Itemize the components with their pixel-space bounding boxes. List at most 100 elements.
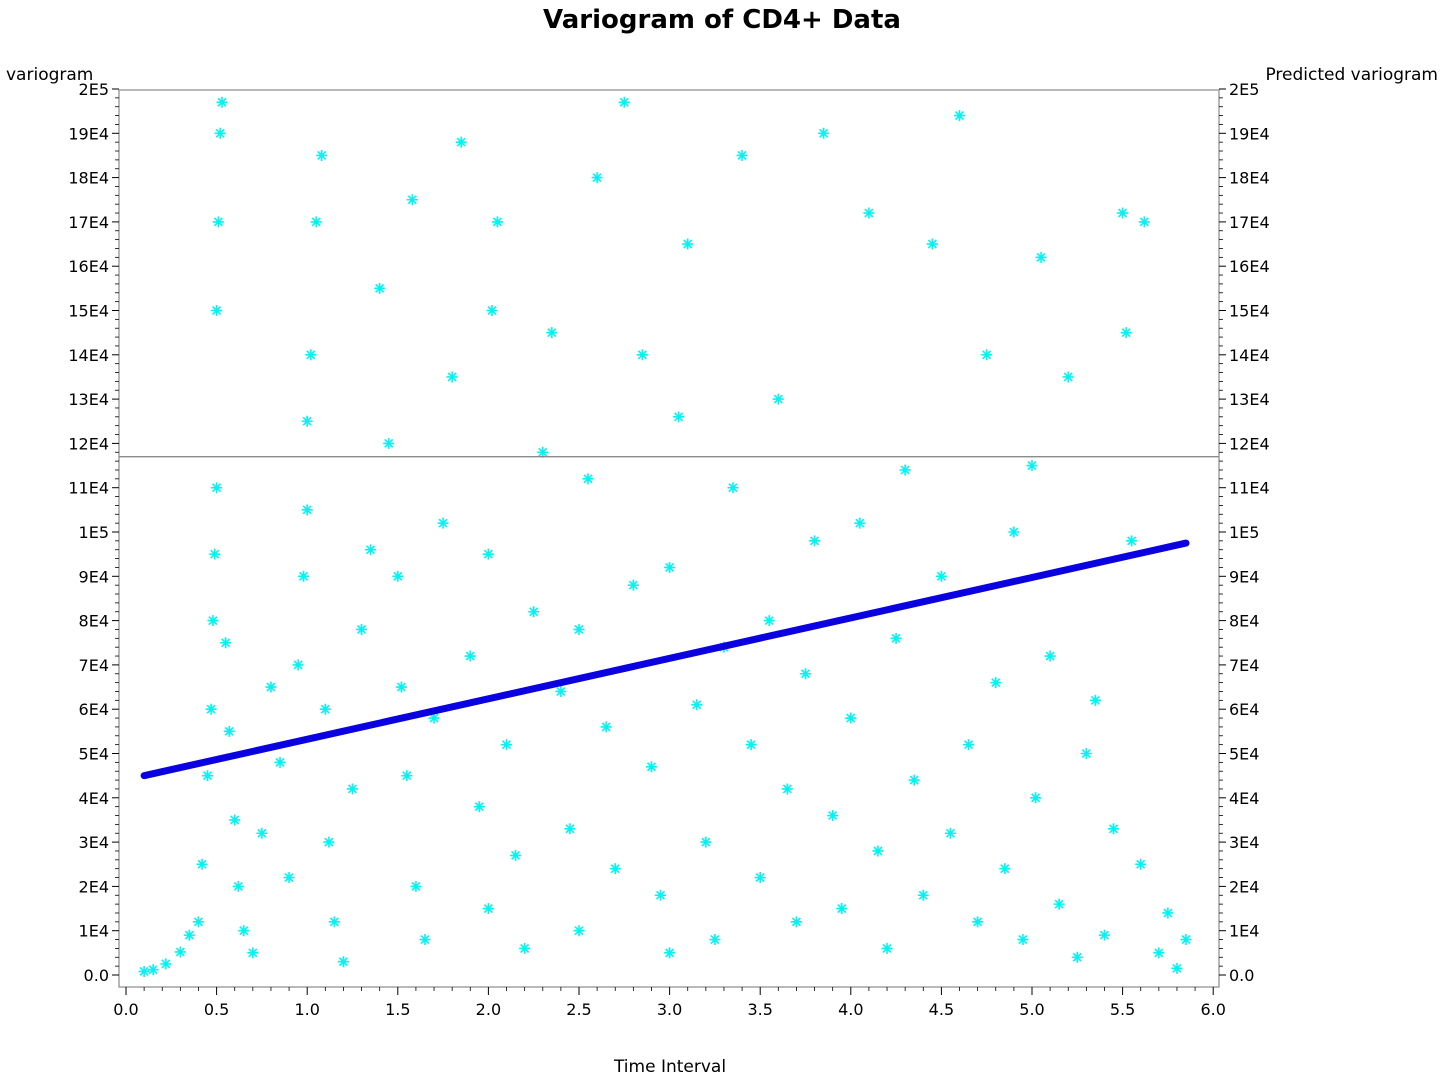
scatter-point (1117, 207, 1129, 219)
scatter-point (1035, 251, 1047, 263)
x-tick-label: 3.5 (747, 1000, 772, 1019)
scatter-point (1062, 371, 1074, 383)
scatter-point (673, 411, 685, 423)
scatter-point (214, 127, 226, 139)
y-axis-title: variogram (6, 65, 93, 85)
scatter-point (519, 942, 531, 954)
scatter-point (954, 110, 966, 122)
scatter-point (564, 823, 576, 835)
scatter-point (781, 783, 793, 795)
scatter-point (872, 845, 884, 857)
scatter-points (138, 96, 1192, 977)
x-axis-ticks: 0.0 0.5 1.0 1.5 2.0 2.5 3.0 3.5 4.0 4.5 5.0 5.5 6.0 (113, 987, 1226, 1019)
scatter-point (1138, 216, 1150, 228)
y-tick-label-left: 6E4 (79, 700, 109, 719)
scatter-point (347, 783, 358, 795)
scatter-point (211, 305, 223, 316)
scatter-point (609, 863, 621, 875)
scatter-point (573, 623, 585, 635)
scatter-point (600, 721, 612, 733)
scatter-point (736, 149, 748, 161)
scatter-point (935, 570, 947, 582)
scatter-point (881, 942, 893, 954)
scatter-point (238, 925, 250, 937)
scatter-point (682, 238, 694, 250)
scatter-point (1017, 934, 1029, 946)
scatter-point (265, 681, 277, 693)
scatter-point (636, 349, 648, 361)
scatter-point (990, 677, 1002, 689)
y-tick-label-right: 14E4 (1229, 346, 1270, 365)
scatter-point (510, 849, 522, 861)
y-tick-label-right: 19E4 (1229, 124, 1270, 143)
scatter-point (256, 827, 268, 839)
scatter-point (999, 863, 1011, 875)
scatter-point (1053, 898, 1065, 910)
y-tick-label-left: 5E4 (79, 745, 109, 764)
scatter-point (365, 544, 377, 556)
y-tick-label-left: 19E4 (68, 124, 109, 143)
y-tick-label-left: 0.0 (84, 966, 109, 985)
x-tick-label: 5.0 (1019, 1000, 1044, 1019)
y-tick-label-right: 0.0 (1229, 966, 1254, 985)
y-tick-label-right: 2E5 (1229, 80, 1259, 99)
scatter-point (591, 172, 603, 184)
scatter-point (482, 903, 494, 915)
scatter-point (419, 934, 431, 946)
scatter-point (763, 615, 775, 627)
x-tick-label: 2.0 (476, 1000, 501, 1019)
scatter-point (618, 96, 630, 108)
scatter-point (745, 739, 757, 751)
scatter-point (211, 482, 223, 494)
scatter-point (501, 739, 513, 751)
scatter-point (232, 880, 244, 892)
scatter-point (1098, 929, 1110, 941)
x-tick-label: 0.5 (204, 1000, 229, 1019)
scatter-point (310, 216, 322, 228)
scatter-point (890, 632, 902, 644)
scatter-point (691, 699, 703, 711)
scatter-point (555, 685, 567, 697)
scatter-point (1135, 858, 1147, 870)
scatter-point (645, 761, 657, 773)
y-tick-label-right: 17E4 (1229, 213, 1270, 232)
y-tick-label-left: 1E4 (79, 922, 109, 941)
scatter-point (1120, 327, 1132, 339)
y-tick-label-right: 5E4 (1229, 745, 1259, 764)
scatter-point (981, 349, 993, 361)
scatter-point (1080, 748, 1092, 759)
scatter-point (207, 615, 219, 627)
minor-ticks (115, 97, 1223, 991)
scatter-point (963, 739, 975, 751)
scatter-point (491, 216, 503, 228)
scatter-point (183, 929, 195, 941)
scatter-point (395, 681, 407, 693)
scatter-point (664, 561, 676, 573)
scatter-point (138, 965, 150, 977)
scatter-point (298, 570, 310, 582)
x-tick-label: 5.5 (1110, 1000, 1135, 1019)
scatter-point (192, 916, 204, 928)
scatter-point (1162, 907, 1174, 919)
scatter-point (573, 925, 585, 937)
scatter-point (863, 207, 875, 219)
y-tick-label-left: 1E5 (79, 523, 109, 542)
scatter-point (1030, 792, 1042, 804)
scatter-point (709, 934, 721, 946)
scatter-point (917, 889, 929, 901)
scatter-point (323, 836, 335, 848)
y-tick-label-left: 14E4 (68, 346, 109, 365)
scatter-point (428, 712, 440, 724)
y-tick-label-right: 18E4 (1229, 169, 1270, 188)
scatter-point (319, 703, 331, 715)
scatter-point (854, 517, 866, 529)
scatter-point (205, 703, 217, 715)
scatter-point (174, 946, 186, 958)
scatter-point (1180, 934, 1192, 946)
scatter-point (437, 517, 449, 529)
scatter-point (1026, 460, 1038, 472)
scatter-point (800, 668, 811, 680)
scatter-point (392, 570, 404, 582)
x-tick-label: 2.5 (566, 1000, 591, 1019)
scatter-point (836, 903, 848, 915)
